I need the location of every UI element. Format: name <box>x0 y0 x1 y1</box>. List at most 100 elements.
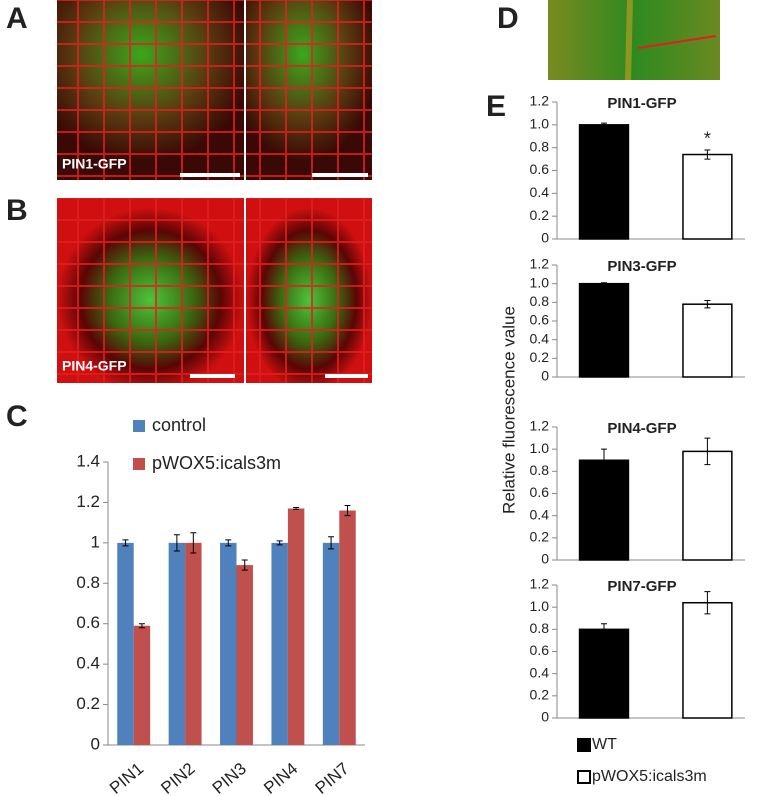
y-tick-label: 0.6 <box>530 312 550 328</box>
y-tick-label: 0.8 <box>530 138 550 154</box>
y-tick-label: 0.4 <box>530 664 550 680</box>
error-bar <box>601 448 607 472</box>
bar <box>578 282 630 378</box>
legend-label: control <box>152 415 206 435</box>
y-tick-label: 0.4 <box>530 184 550 200</box>
legend-label: WT <box>592 736 617 753</box>
error-bar <box>704 149 711 160</box>
image-label: PIN1-GFP <box>62 156 127 172</box>
bar <box>682 601 733 719</box>
panel-label: A <box>6 2 28 35</box>
y-tick-label: 1.2 <box>530 576 550 592</box>
y-tick-label: 0.6 <box>530 484 550 500</box>
y-tick-label: 1 <box>91 532 100 551</box>
y-tick-label: 0 <box>541 368 549 384</box>
y-tick-label: 0.2 <box>76 694 100 713</box>
error-bar <box>276 540 283 546</box>
y-tick-label: 0.2 <box>530 349 550 365</box>
error-bar <box>704 591 711 615</box>
bar <box>220 542 237 745</box>
image-a <box>57 0 372 180</box>
panel-label: B <box>6 194 28 227</box>
x-tick-label: PIN1 <box>106 759 147 796</box>
legend-swatch <box>133 420 145 432</box>
y-tick-label: 0.8 <box>530 293 550 309</box>
y-tick-label: 0 <box>541 709 549 725</box>
error-bar <box>328 536 335 550</box>
image-label: PIN4-GFP <box>62 358 127 374</box>
error-bar <box>601 282 607 286</box>
legend-swatch <box>133 458 145 470</box>
error-bar <box>225 539 232 547</box>
legend-swatch <box>577 738 591 752</box>
chart-title: PIN1-GFP <box>607 95 676 112</box>
y-tick-label: 0.6 <box>530 161 550 177</box>
error-bar <box>601 623 607 636</box>
legend-label: pWOX5:icals3m <box>592 768 707 785</box>
y-tick-label: 0.8 <box>530 620 550 636</box>
y-tick-label: 1.0 <box>530 598 550 614</box>
panel-label: E <box>486 90 506 123</box>
error-bar <box>138 623 145 629</box>
y-tick-label: 1.4 <box>76 451 100 470</box>
chart-title: PIN4-GFP <box>607 420 676 437</box>
y-tick-label: 0.2 <box>530 207 550 223</box>
y-tick-label: 0.4 <box>530 506 550 522</box>
error-bar <box>173 534 180 552</box>
bar <box>578 124 630 240</box>
y-axis-label: Relative fluorescence value <box>499 306 518 514</box>
bar <box>339 510 356 745</box>
error-bar <box>122 539 129 547</box>
y-tick-label: 0.4 <box>76 654 100 673</box>
image-b <box>57 198 372 383</box>
y-tick-label: 1.2 <box>76 492 100 511</box>
annotation: * <box>704 129 711 149</box>
bar <box>682 153 733 240</box>
error-bar <box>601 122 607 128</box>
y-tick-label: 1.2 <box>530 93 550 109</box>
x-tick-label: PIN7 <box>312 759 353 796</box>
chart-title: PIN7-GFP <box>607 578 676 595</box>
bar <box>133 625 151 745</box>
bar <box>271 542 288 745</box>
bar <box>578 459 630 561</box>
panel-label: C <box>6 400 28 433</box>
bar <box>185 542 202 745</box>
y-tick-label: 1.0 <box>530 274 550 290</box>
bar <box>682 303 733 378</box>
y-tick-label: 0.6 <box>530 642 550 658</box>
bar <box>117 542 134 745</box>
bar <box>236 565 253 745</box>
y-tick-label: 0 <box>91 734 100 753</box>
y-tick-label: 0.6 <box>76 613 100 632</box>
legend-label: pWOX5:icals3m <box>152 453 281 473</box>
x-tick-label: PIN3 <box>209 759 250 796</box>
bar <box>168 542 186 745</box>
image-d <box>548 0 720 81</box>
error-bar <box>293 506 300 511</box>
y-tick-label: 0.8 <box>76 573 100 592</box>
y-tick-label: 0.8 <box>530 462 550 478</box>
y-tick-label: 0.4 <box>530 330 550 346</box>
y-tick-label: 1.0 <box>530 116 550 132</box>
x-tick-label: PIN2 <box>157 759 198 796</box>
legend-swatch <box>577 770 591 784</box>
x-tick-label: PIN4 <box>260 759 301 796</box>
error-bar <box>704 437 711 466</box>
error-bar <box>190 532 197 554</box>
y-tick-label: 0 <box>541 230 549 246</box>
error-bar <box>241 559 248 571</box>
chart-title: PIN3-GFP <box>607 258 676 275</box>
error-bar <box>344 504 351 517</box>
panel-label: D <box>497 2 519 35</box>
y-tick-label: 1.2 <box>530 256 550 272</box>
y-tick-label: 1.0 <box>530 440 550 456</box>
y-tick-label: 1.2 <box>530 418 550 434</box>
bar <box>322 542 340 745</box>
y-tick-label: 0 <box>541 551 549 567</box>
error-bar <box>704 299 711 309</box>
y-tick-label: 0.2 <box>530 529 550 545</box>
bar <box>682 450 733 561</box>
bar <box>287 508 305 745</box>
